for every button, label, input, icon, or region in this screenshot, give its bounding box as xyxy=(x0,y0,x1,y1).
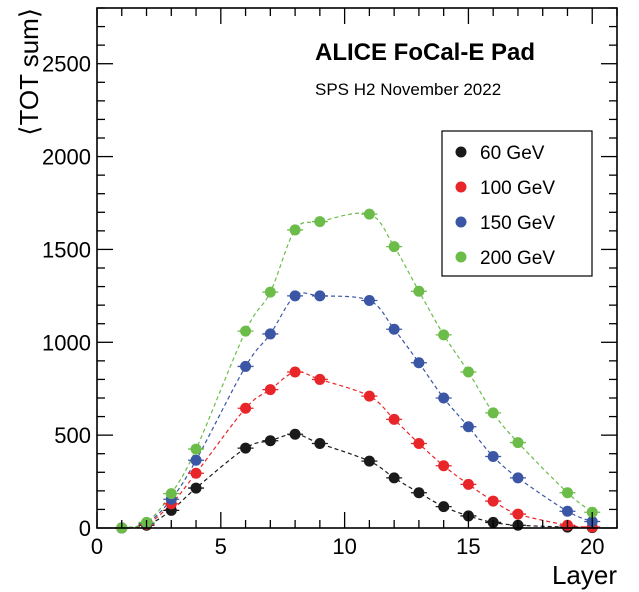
data-point xyxy=(512,472,524,484)
data-point xyxy=(462,421,474,433)
data-point xyxy=(438,460,450,472)
data-point xyxy=(487,407,499,419)
data-point xyxy=(240,325,252,337)
legend-label: 100 GeV xyxy=(480,178,555,199)
data-point xyxy=(363,455,375,467)
data-point xyxy=(363,390,375,402)
data-point xyxy=(512,437,524,449)
data-point xyxy=(487,451,499,462)
data-point xyxy=(190,454,202,466)
data-point xyxy=(413,285,425,297)
series-curve xyxy=(121,292,593,529)
x-tick-label: 15 xyxy=(456,534,480,559)
data-point xyxy=(314,290,326,302)
y-tick-label: 2500 xyxy=(42,52,91,77)
legend-label: 200 GeV xyxy=(480,248,555,269)
data-point xyxy=(462,478,474,490)
data-point xyxy=(413,357,425,369)
data-point xyxy=(240,442,252,454)
legend-box xyxy=(441,130,593,277)
data-point xyxy=(314,438,326,449)
data-point xyxy=(388,413,400,425)
data-point xyxy=(413,487,425,499)
legend-label: 150 GeV xyxy=(480,213,555,234)
data-point xyxy=(264,286,276,298)
data-point xyxy=(413,438,425,449)
data-point xyxy=(240,360,252,372)
data-point xyxy=(190,482,202,494)
y-tick-label: 0 xyxy=(79,516,91,541)
legend-marker xyxy=(455,146,467,158)
y-tick-label: 2000 xyxy=(42,145,91,170)
x-axis-label: Layer xyxy=(552,560,617,590)
data-point xyxy=(561,487,573,499)
legend-label: 60 GeV xyxy=(480,143,545,164)
y-tick-label: 1000 xyxy=(42,330,91,355)
axis-ticks: 0 5 10 15 20 0 500 1000 1500 2000 2500 xyxy=(42,7,618,559)
legend-marker xyxy=(455,216,467,228)
chart-title: ALICE FoCal-E Pad xyxy=(315,39,535,66)
legend-marker xyxy=(455,251,467,263)
legend: 60 GeV 100 GeV 150 GeV 200 GeV xyxy=(441,130,593,277)
data-point xyxy=(240,402,252,414)
data-point xyxy=(289,428,301,440)
data-point xyxy=(314,216,326,228)
data-point xyxy=(512,508,524,520)
data-point xyxy=(289,366,301,378)
data-point xyxy=(438,501,450,513)
y-tick-label: 500 xyxy=(54,423,91,448)
x-tick-label: 20 xyxy=(580,534,604,559)
y-axis-label: ⟨TOT sum⟩ xyxy=(14,8,44,136)
legend-marker xyxy=(455,181,467,193)
data-point xyxy=(289,290,301,302)
data-point xyxy=(388,472,400,484)
data-point xyxy=(363,295,375,306)
data-point xyxy=(363,208,375,220)
data-point xyxy=(289,224,301,236)
y-tick-label: 1500 xyxy=(42,237,91,262)
data-point xyxy=(264,328,276,340)
data-point xyxy=(462,366,474,378)
x-tick-label: 10 xyxy=(332,534,356,559)
data-point xyxy=(561,505,573,517)
x-tick-label: 0 xyxy=(91,534,103,559)
data-point xyxy=(388,241,400,253)
data-point xyxy=(190,467,202,479)
data-point xyxy=(190,443,202,455)
data-point xyxy=(314,373,326,385)
data-point xyxy=(487,495,499,507)
data-point xyxy=(438,392,450,404)
x-tick-label: 5 xyxy=(215,534,227,559)
data-point xyxy=(264,435,276,447)
data-point xyxy=(165,488,177,500)
chart-subtitle: SPS H2 November 2022 xyxy=(315,80,501,99)
data-point xyxy=(264,384,276,396)
data-points xyxy=(113,208,601,534)
data-point xyxy=(438,329,450,341)
data-point xyxy=(388,323,400,335)
